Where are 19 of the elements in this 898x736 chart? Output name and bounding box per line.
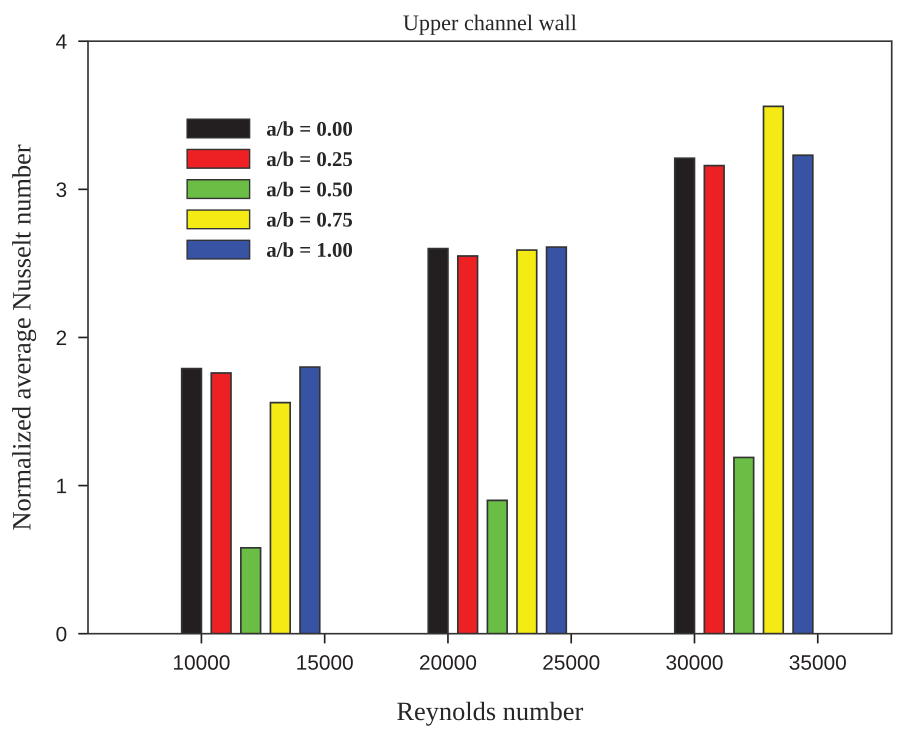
x-tick-label: 35000 bbox=[790, 655, 846, 670]
x-tick-label: 20000 bbox=[420, 655, 476, 670]
legend-label: a/b = 0.50 bbox=[266, 182, 352, 197]
x-axis-title: Reynolds number bbox=[397, 702, 584, 726]
legend-label: a/b = 0.25 bbox=[266, 151, 352, 166]
y-tick-label: 3 bbox=[56, 182, 66, 198]
legend-label: a/b = 1.00 bbox=[266, 242, 352, 258]
y-axis-title: Normalized average Nusselt number bbox=[12, 144, 36, 530]
chart-title: Upper channel wall bbox=[403, 14, 576, 35]
x-tick-label: 10000 bbox=[174, 655, 230, 670]
x-tick-label: 30000 bbox=[666, 655, 723, 670]
y-tick-label: 1 bbox=[57, 478, 66, 494]
x-tick-label: 25000 bbox=[543, 655, 600, 670]
y-tick-label: 0 bbox=[56, 626, 66, 642]
legend-label: a/b = 0.00 bbox=[266, 121, 352, 136]
y-tick-label: 2 bbox=[56, 330, 66, 346]
x-tick-label: 15000 bbox=[297, 655, 353, 670]
y-tick-label: 4 bbox=[56, 34, 67, 49]
legend-label: a/b = 0.75 bbox=[266, 212, 352, 227]
